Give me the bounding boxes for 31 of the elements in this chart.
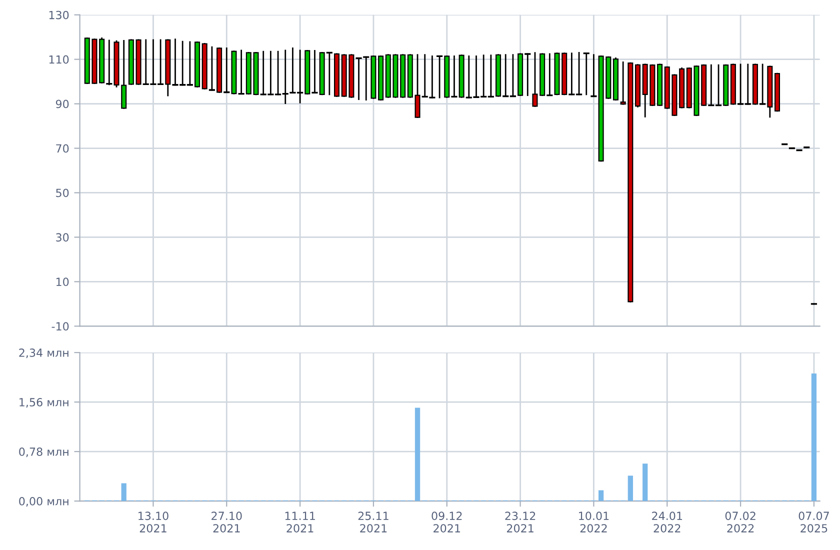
candlestick — [583, 52, 590, 96]
bar — [642, 464, 648, 502]
x-tick-label: 24.01 2022 — [652, 512, 682, 533]
x-tick-label: 25.11 2021 — [358, 512, 388, 533]
y-tick-label: 30 — [56, 233, 69, 242]
x-tick-label: 27.10 2021 — [212, 512, 242, 533]
y-tick-label: 0,00 млн — [19, 497, 68, 507]
y-tick-label: -10 — [52, 322, 69, 331]
x-tick-label: 09.12 2021 — [432, 512, 462, 533]
y-tick-label: 50 — [56, 188, 69, 198]
y-tick-label: 70 — [56, 144, 69, 153]
bar — [628, 476, 633, 502]
bar — [598, 490, 604, 502]
bar — [811, 373, 817, 502]
candlestick — [106, 40, 112, 86]
y-tick-label: 0,78 млн — [19, 448, 68, 458]
y-tick-label: 2,34 млн — [19, 348, 68, 358]
y-tick-label: 90 — [56, 100, 69, 108]
y-tick-label: 110 — [49, 55, 69, 64]
y-tick-label: 10 — [56, 278, 69, 286]
y-tick-label: 130 — [49, 10, 69, 20]
x-tick-label: 23.12 2021 — [505, 512, 536, 533]
x-tick-label: 13.10 2021 — [138, 512, 168, 533]
x-tick-label: 07.02 2022 — [725, 512, 756, 533]
x-tick-label: 10.01 2022 — [579, 512, 609, 533]
bar — [414, 408, 420, 502]
candlestick — [532, 52, 538, 107]
bar — [121, 483, 126, 502]
y-tick-label: 1,56 млн — [20, 398, 68, 408]
x-tick-label: 07.07 2025 — [798, 512, 829, 533]
x-tick-label: 11.11 2021 — [285, 512, 315, 533]
